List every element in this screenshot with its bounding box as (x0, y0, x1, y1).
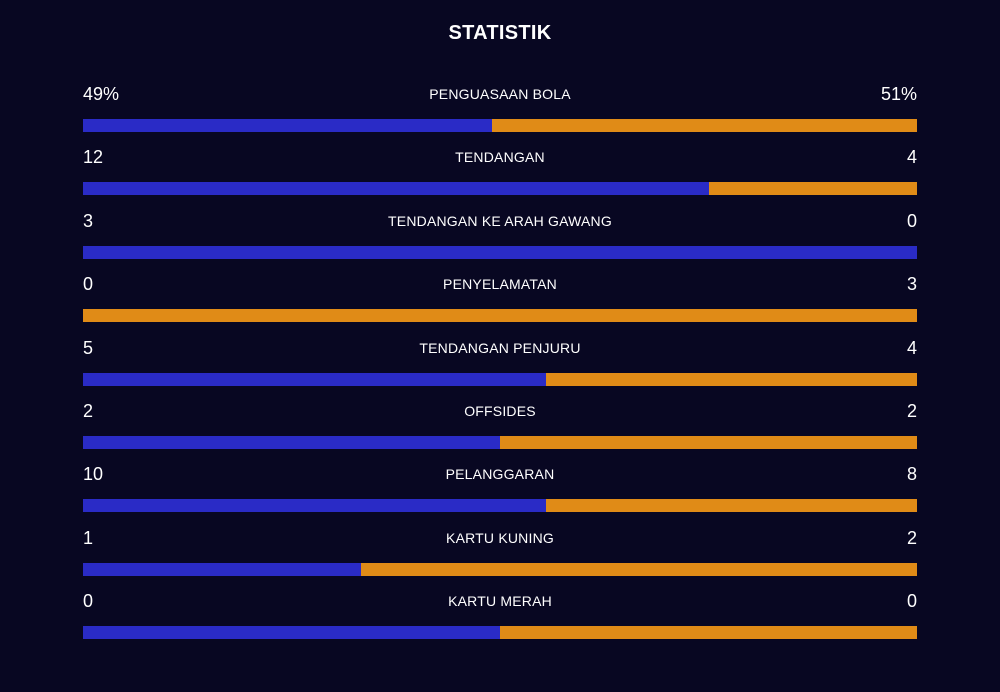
stat-row-shots: 12 TENDANGAN 4 (83, 145, 917, 196)
stat-label: TENDANGAN PENJURU (419, 339, 581, 356)
away-value: 0 (906, 210, 917, 231)
stat-row-fouls: 10 PELANGGARAN 8 (83, 462, 917, 513)
home-value: 1 (83, 527, 94, 548)
away-bar-segment (546, 372, 917, 386)
stat-label: TENDANGAN (455, 149, 545, 166)
stat-row-red-cards: 0 KARTU MERAH 0 (83, 589, 917, 640)
away-value: 8 (906, 464, 917, 485)
home-bar-segment (83, 562, 361, 576)
away-bar-segment (83, 309, 917, 323)
away-value: 51% (880, 84, 917, 104)
away-value: 4 (906, 337, 917, 358)
home-bar-segment (83, 435, 500, 449)
away-value: 3 (906, 274, 917, 295)
away-bar-segment (546, 499, 917, 513)
stat-row-saves: 0 PENYELAMATAN 3 (83, 272, 917, 323)
away-value: 4 (906, 147, 917, 168)
home-value: 3 (83, 210, 94, 231)
home-bar-segment (83, 372, 547, 386)
comparison-bar (83, 119, 917, 132)
away-bar-segment (360, 562, 917, 576)
away-value: 2 (906, 527, 917, 548)
stat-row-yellow-cards: 1 KARTU KUNING 2 (83, 526, 917, 576)
home-value: 0 (83, 591, 94, 612)
comparison-bar (83, 372, 917, 386)
page-title: STATISTIK (448, 22, 552, 44)
stat-label: PENGUASAAN BOLA (429, 86, 571, 102)
stat-label: PENYELAMATAN (443, 276, 557, 293)
home-value: 5 (83, 337, 94, 358)
comparison-bar (83, 562, 917, 576)
stat-label: KARTU KUNING (446, 529, 554, 546)
comparison-bar (83, 626, 917, 640)
stat-label: KARTU MERAH (448, 593, 552, 610)
home-value: 0 (83, 274, 94, 295)
comparison-bar (83, 435, 917, 449)
away-value: 2 (906, 400, 917, 421)
comparison-bar (83, 245, 917, 259)
home-bar-segment (83, 119, 492, 132)
away-bar-segment (500, 435, 917, 449)
stat-row-offsides: 2 OFFSIDES 2 (83, 399, 917, 449)
comparison-bar (83, 499, 917, 513)
home-value: 49% (83, 84, 120, 104)
away-bar-segment (708, 182, 917, 196)
home-bar-segment (83, 182, 709, 196)
home-bar-segment (83, 499, 547, 513)
away-value: 0 (906, 591, 917, 612)
stat-row-possession: 49% PENGUASAAN BOLA 51% (83, 82, 917, 132)
comparison-bar (83, 309, 917, 323)
comparison-bar (83, 182, 917, 196)
away-bar-segment (491, 119, 917, 132)
away-bar-segment (500, 626, 917, 640)
home-bar-segment (83, 245, 917, 259)
stat-label: PELANGGARAN (445, 466, 555, 483)
stat-label: TENDANGAN KE ARAH GAWANG (388, 212, 612, 229)
stats-list: 49% PENGUASAAN BOLA 51% 12 TENDANGAN 4 3… (83, 82, 917, 653)
home-value: 12 (83, 147, 104, 168)
stat-row-shots-on-target: 3 TENDANGAN KE ARAH GAWANG 0 (83, 209, 917, 259)
home-bar-segment (83, 626, 500, 640)
home-value: 10 (83, 464, 104, 485)
stat-row-corners: 5 TENDANGAN PENJURU 4 (83, 336, 917, 386)
stat-label: OFFSIDES (464, 402, 536, 419)
home-value: 2 (83, 400, 94, 421)
